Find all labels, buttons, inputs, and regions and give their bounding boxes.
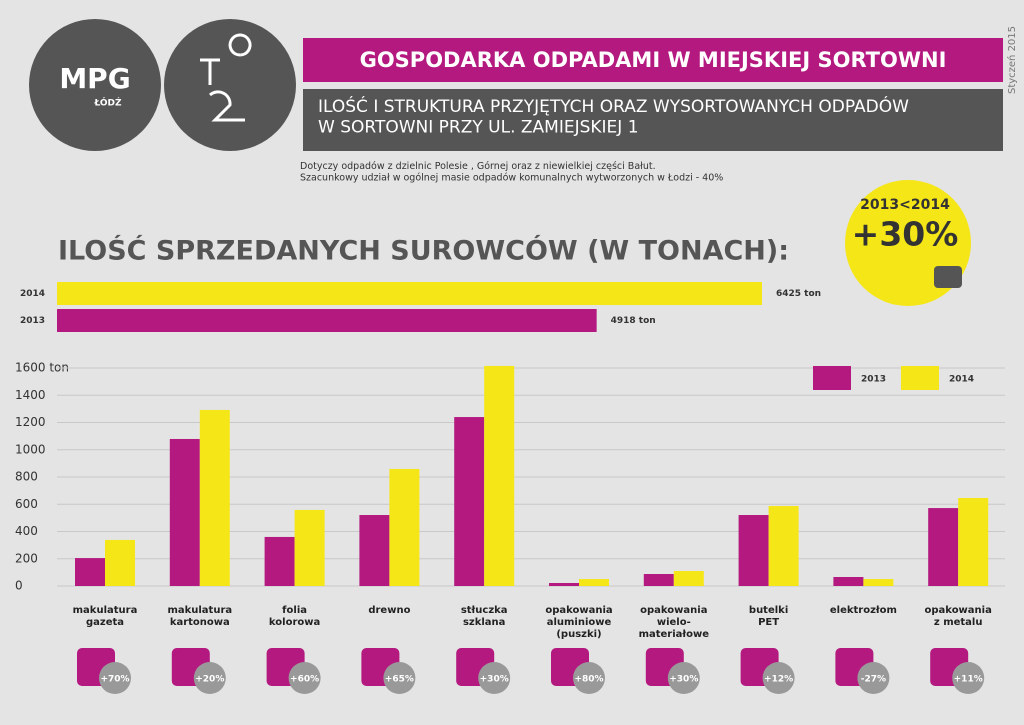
x-tick-label: butelki PET <box>749 605 788 628</box>
change-badge <box>667 662 700 694</box>
badge-value: +30% <box>852 215 959 254</box>
bar-label: 2014 <box>20 289 45 299</box>
x-tick-label: folia kolorowa <box>269 605 320 628</box>
bar <box>105 539 135 586</box>
change-label: +30% <box>480 675 509 685</box>
change-label: +65% <box>385 675 414 685</box>
change-label: +12% <box>764 675 793 685</box>
value-label: 4918 ton <box>611 316 656 326</box>
y-tick-label: 200 <box>15 551 38 565</box>
change-badge <box>762 662 795 694</box>
bar <box>768 506 799 586</box>
subtitle: ILOŚĆ I STRUKTURA PRZYJĘTYCH ORAZ WYSORT… <box>318 95 909 137</box>
logo-city: ŁÓDŹ <box>93 97 122 109</box>
change-badge <box>573 662 605 694</box>
note: Dotyczy odpadów z dzielnic Polesie , Gór… <box>300 161 723 183</box>
change-badge <box>952 662 985 694</box>
change-badge <box>478 662 511 694</box>
money-icon <box>934 266 962 288</box>
logo2-icon <box>200 33 252 122</box>
change-label: +30% <box>669 675 698 685</box>
bar <box>549 583 579 586</box>
bar <box>199 409 230 586</box>
bar <box>958 497 989 586</box>
legend-swatch <box>813 366 851 390</box>
bar-label: 2013 <box>20 316 45 326</box>
y-tick-label: 1600 ton <box>15 361 69 375</box>
chart-title: ILOŚĆ SPRZEDANYCH SUROWCÓW (W TONACH): <box>58 235 789 267</box>
logo-circle <box>29 19 161 151</box>
credit: Styczeń 2015 <box>1006 26 1018 94</box>
change-badge <box>288 662 321 694</box>
change-label: +80% <box>574 675 603 685</box>
change-label: +60% <box>290 675 319 685</box>
bar <box>264 536 295 586</box>
bar <box>579 579 609 586</box>
bar <box>643 574 674 586</box>
bar <box>294 509 325 586</box>
logo: MPG <box>59 62 130 95</box>
change-badge <box>193 662 226 694</box>
change-label: +70% <box>100 675 129 685</box>
bar <box>738 515 769 586</box>
change-badge <box>383 662 416 694</box>
title: GOSPODARKA ODPADAMI W MIEJSKIEJ SORTOWNI <box>360 48 947 72</box>
subtitle-bar <box>303 89 1003 151</box>
change-label: +20% <box>195 675 224 685</box>
legend-label: 2014 <box>949 375 974 385</box>
y-tick-label: 1200 <box>15 415 46 429</box>
bar <box>359 515 390 586</box>
title-bar <box>303 38 1003 82</box>
bar <box>389 468 420 586</box>
change-badge <box>857 662 890 694</box>
y-tick-label: 800 <box>15 470 38 484</box>
y-tick-label: 600 <box>15 497 38 511</box>
bar <box>75 558 105 586</box>
y-tick-label: 1400 <box>15 388 46 402</box>
y-tick-label: 1000 <box>15 442 46 456</box>
legend-label: 2013 <box>861 375 886 385</box>
bar <box>484 365 515 586</box>
value-label: 6425 ton <box>776 289 821 299</box>
y-tick-label: 0 <box>15 579 23 593</box>
x-tick-label: stłuczka szklana <box>461 605 508 628</box>
bar <box>673 571 704 586</box>
bar <box>833 577 864 586</box>
y-tick-label: 400 <box>15 524 38 538</box>
bar <box>169 438 200 586</box>
x-tick-label: drewno <box>368 605 410 616</box>
bar <box>57 309 597 332</box>
change-badge <box>99 662 131 694</box>
change-label: +11% <box>954 675 983 685</box>
badge-top: 2013<2014 <box>860 197 950 213</box>
bar <box>863 579 894 586</box>
bar <box>454 417 485 586</box>
bar <box>928 508 959 586</box>
logo2-circle <box>164 19 296 151</box>
x-tick-label: opakowania z metalu <box>925 605 992 628</box>
x-tick-label: elektrozłom <box>830 605 897 616</box>
x-tick-label: opakowania wielo-materiałowe <box>639 605 710 640</box>
change-label: -27% <box>861 675 886 685</box>
legend-swatch <box>901 366 939 390</box>
x-tick-label: makulatura kartonowa <box>167 605 232 628</box>
x-tick-label: opakowania aluminiowe (puszki) <box>545 605 612 640</box>
bar <box>57 282 762 305</box>
x-tick-label: makulatura gazeta <box>73 605 138 628</box>
